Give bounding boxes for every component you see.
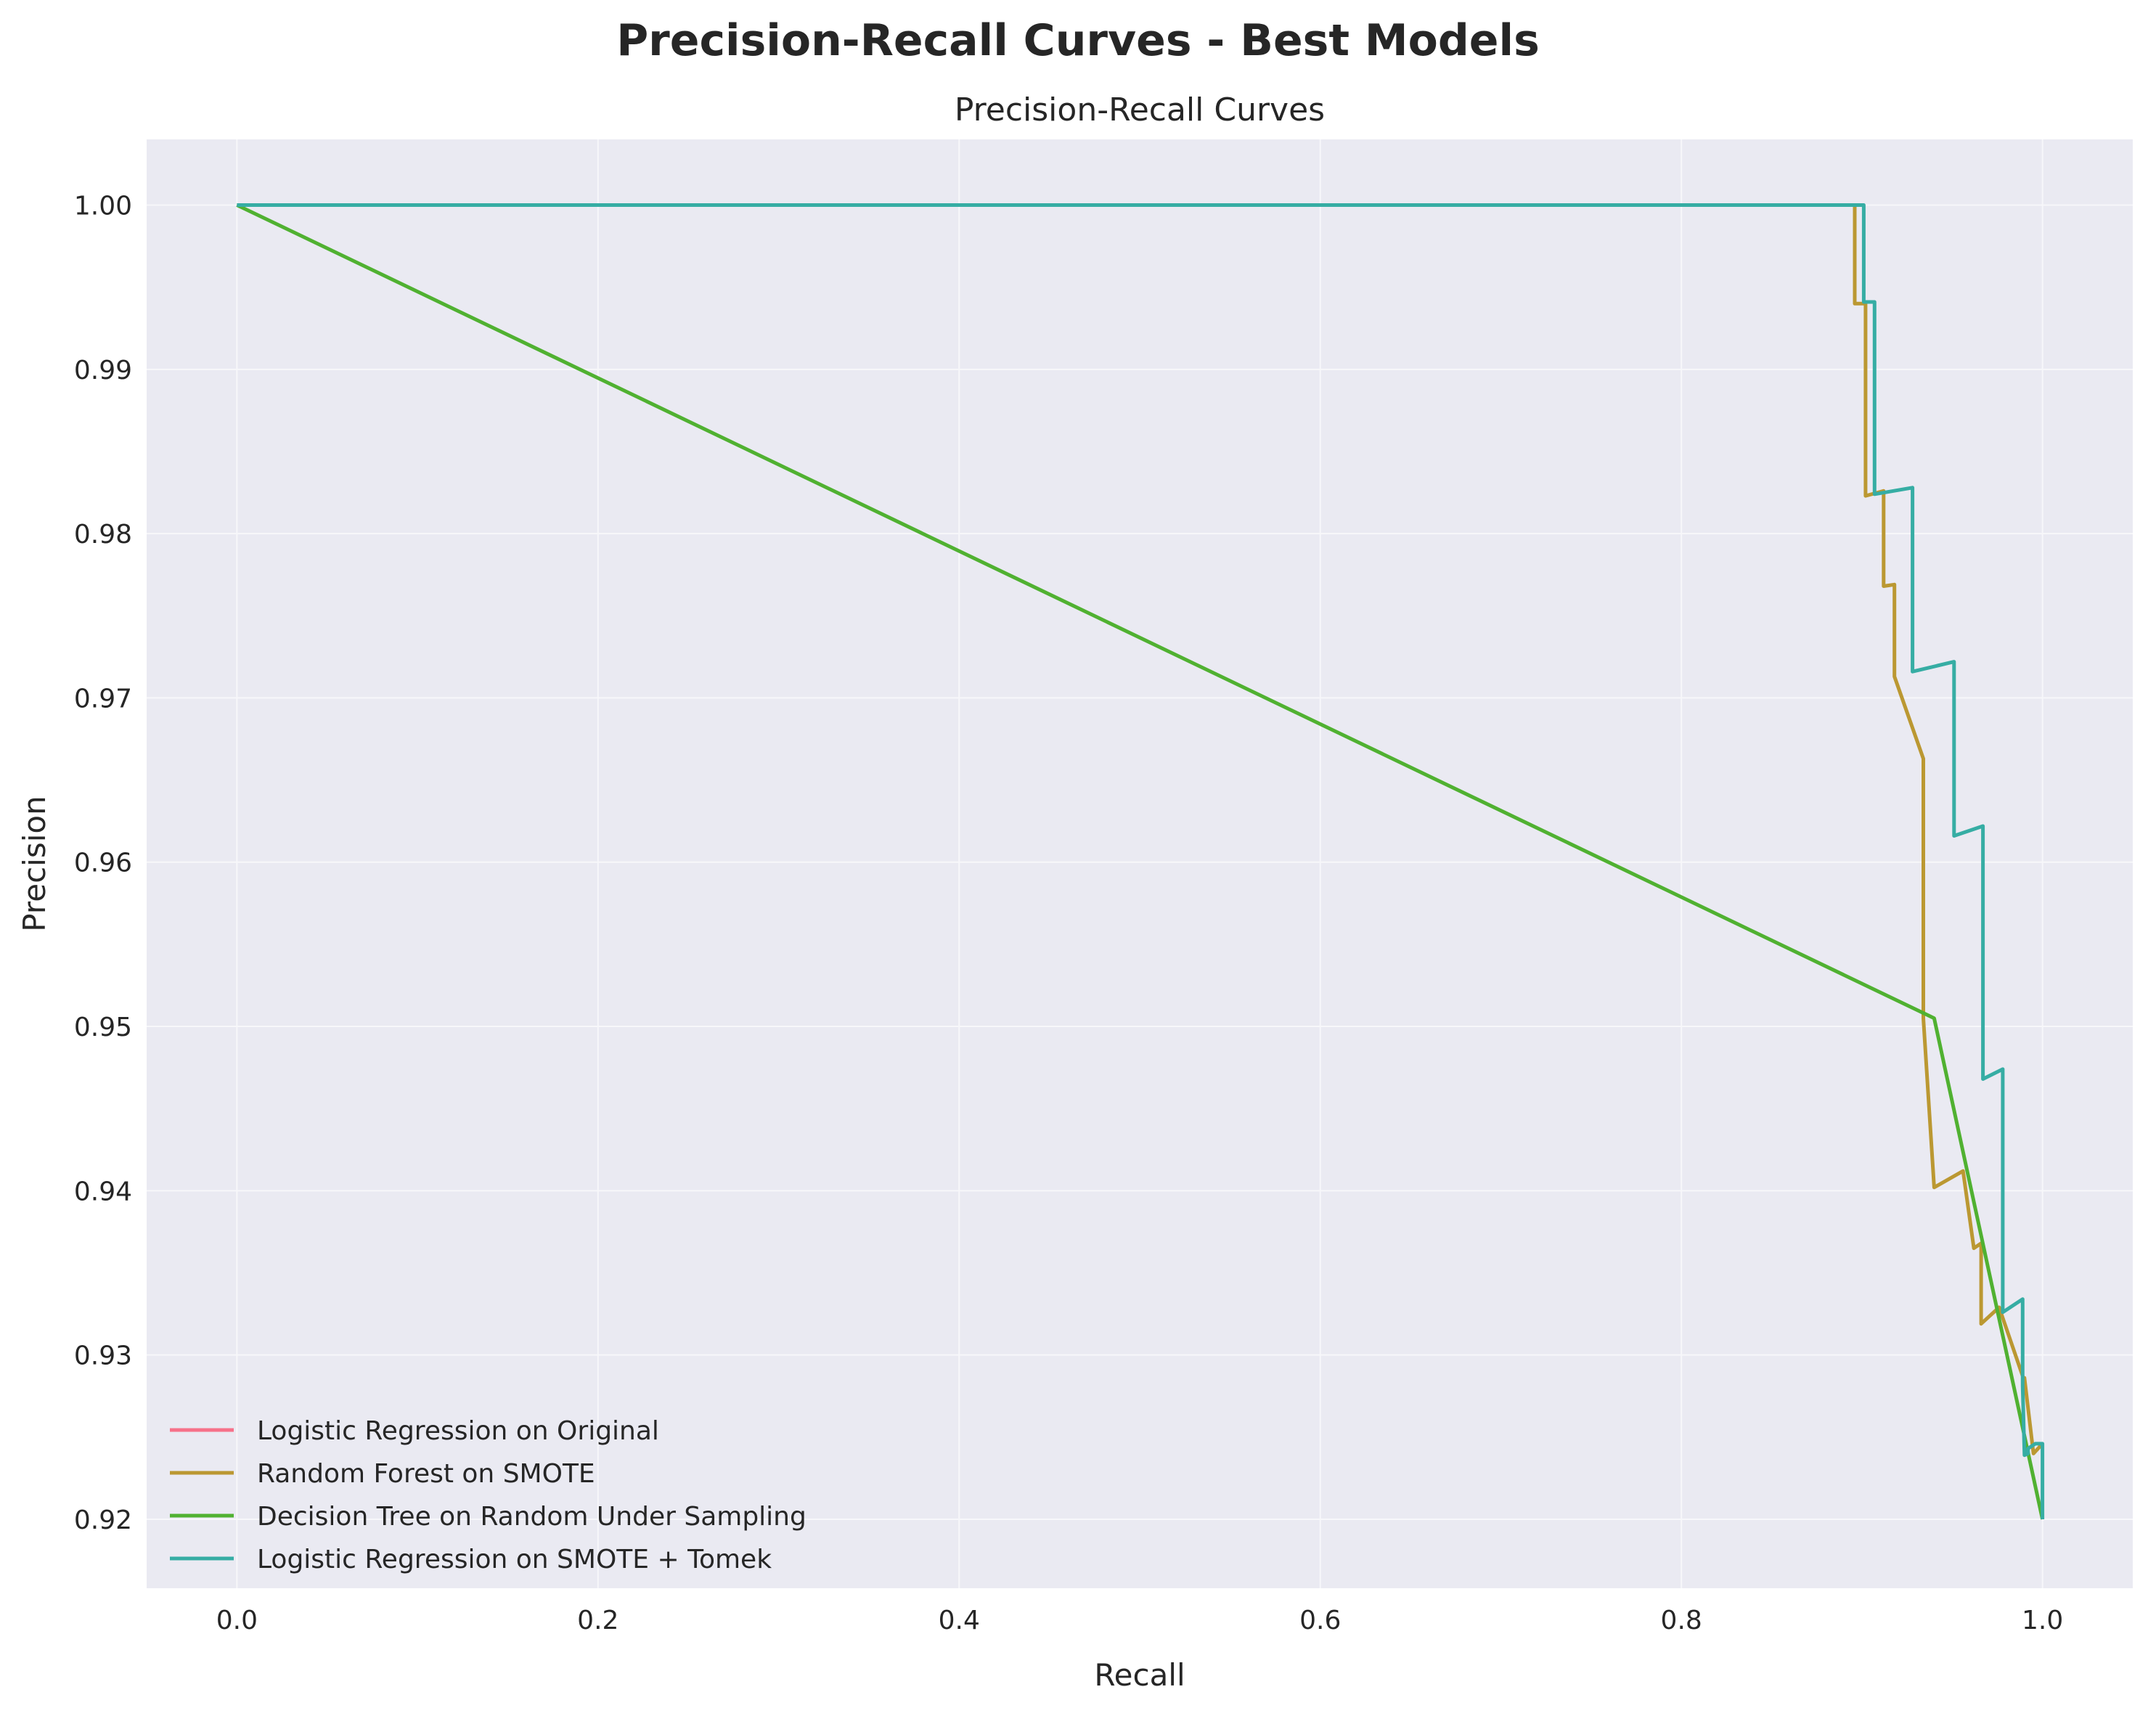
y-tick-label: 0.92 xyxy=(74,1505,132,1535)
y-tick-label: 0.95 xyxy=(74,1013,132,1042)
y-tick-label: 0.99 xyxy=(74,356,132,385)
grid-lines xyxy=(147,139,2133,1588)
legend-label: Logistic Regression on Original xyxy=(257,1416,659,1446)
x-axis-ticks: 0.0 0.2 0.4 0.6 0.8 1.0 xyxy=(216,1606,2064,1635)
y-tick-label: 1.00 xyxy=(74,192,132,221)
y-tick-label: 0.93 xyxy=(74,1341,132,1371)
series-line-3 xyxy=(237,203,2045,1519)
plot-area xyxy=(147,139,2133,1588)
x-tick-label: 0.4 xyxy=(939,1606,980,1635)
figure-suptitle: Precision-Recall Curves - Best Models xyxy=(616,15,1540,66)
x-tick-label: 0.2 xyxy=(577,1606,618,1635)
series-lines xyxy=(236,203,2045,1520)
y-axis-label: Precision xyxy=(17,796,52,931)
y-tick-label: 0.94 xyxy=(74,1177,132,1206)
legend-label: Random Forest on SMOTE xyxy=(257,1459,595,1489)
legend-label: Decision Tree on Random Under Sampling xyxy=(257,1502,807,1532)
legend: Logistic Regression on Original Random Fo… xyxy=(170,1416,807,1574)
x-axis-label: Recall xyxy=(1094,1657,1185,1693)
y-tick-label: 0.98 xyxy=(74,520,132,549)
x-tick-label: 1.0 xyxy=(2022,1606,2063,1635)
y-tick-label: 0.97 xyxy=(74,684,132,714)
x-tick-label: 0.6 xyxy=(1299,1606,1341,1635)
y-axis-ticks: 0.92 0.93 0.94 0.95 0.96 0.97 0.98 0.99 1.00 xyxy=(74,192,132,1535)
x-tick-label: 0.8 xyxy=(1661,1606,1702,1635)
series-line-2 xyxy=(236,203,2045,1520)
y-tick-label: 0.96 xyxy=(74,849,132,878)
legend-label: Logistic Regression on SMOTE + Tomek xyxy=(257,1545,772,1574)
series-line-1 xyxy=(237,203,2044,1455)
x-tick-label: 0.0 xyxy=(216,1606,258,1635)
chart-title: Precision-Recall Curves xyxy=(955,91,1325,128)
